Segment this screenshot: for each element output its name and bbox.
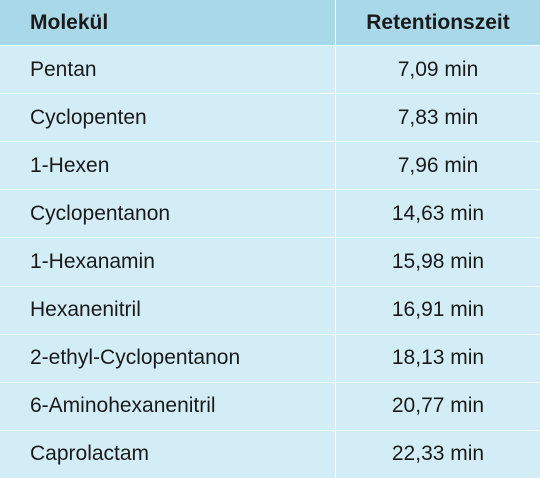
molecule-cell: Hexanenitril [0,286,336,335]
molecule-cell: 1-Hexen [0,141,336,191]
table-row: Caprolactam 22,33 min [0,430,540,478]
table-row: Cyclopenten 7,83 min [0,93,540,143]
retention-time-cell: 7,09 min [335,45,540,95]
molecule-cell: Cyclopentanon [0,189,336,239]
retention-time-cell: 18,13 min [335,334,540,383]
retention-time-cell: 14,63 min [335,189,540,239]
table-row: 6-Aminohexanenitril 20,77 min [0,382,540,431]
table-header: Molekül Retentionszeit [0,0,540,46]
table-row: 1-Hexen 7,96 min [0,141,540,191]
molecule-cell: Pentan [0,45,336,95]
retention-time-cell: 20,77 min [335,382,540,431]
header-retention-time: Retentionszeit [335,0,540,46]
table-row: 1-Hexanamin 15,98 min [0,237,540,287]
molecule-cell: 6-Aminohexanenitril [0,382,336,431]
table-row: Hexanenitril 16,91 min [0,286,540,335]
table-row: Pentan 7,09 min [0,45,540,95]
table-row: 2-ethyl-Cyclopentanon 18,13 min [0,334,540,383]
retention-time-cell: 15,98 min [335,237,540,287]
table-row: Cyclopentanon 14,63 min [0,189,540,239]
retention-time-cell: 16,91 min [335,286,540,335]
molecule-cell: 2-ethyl-Cyclopentanon [0,334,336,383]
molecule-cell: Cyclopenten [0,93,336,143]
retention-time-cell: 22,33 min [391,442,485,466]
table-body: Pentan 7,09 min Cyclopenten 7,83 min 1-H… [0,45,540,478]
molecule-cell: Caprolactam [0,430,336,478]
retention-time-cell: 7,96 min [335,141,540,191]
header-row: Molekül Retentionszeit [0,0,540,46]
header-molecule: Molekül [0,0,336,46]
molecule-cell: 1-Hexanamin [0,237,336,287]
retention-time-cell: 7,83 min [335,93,540,143]
